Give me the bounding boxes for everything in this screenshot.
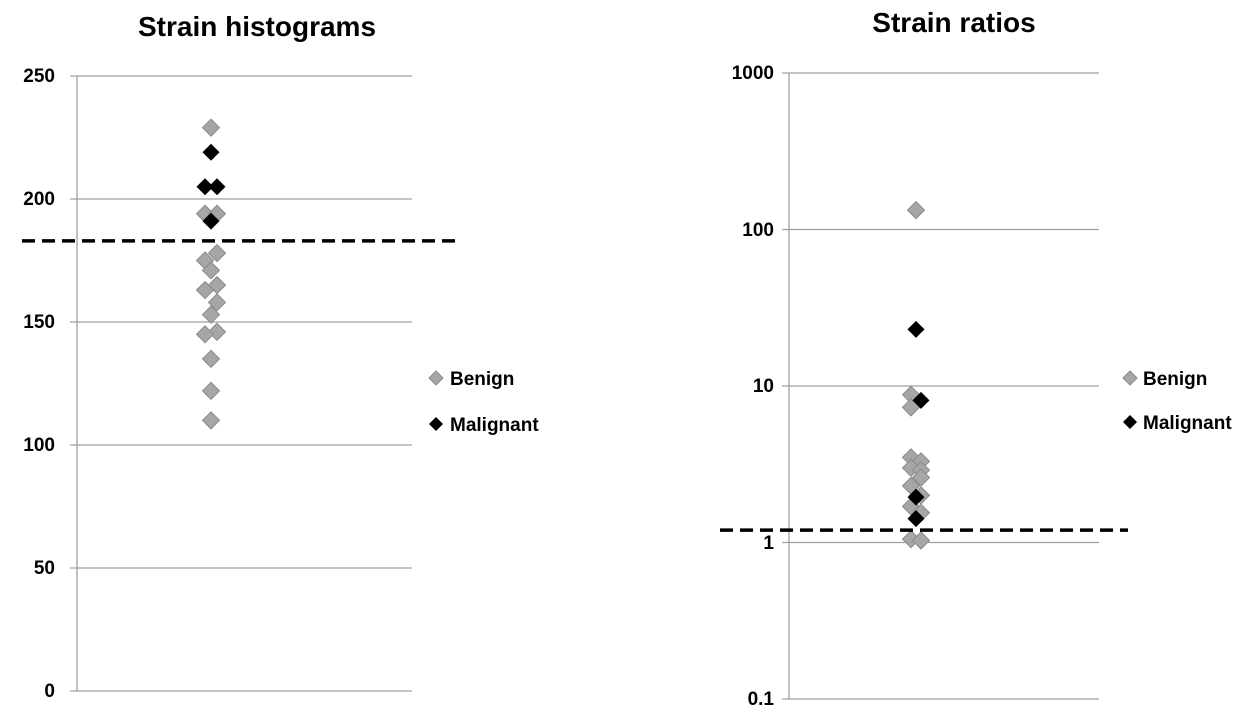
strain-ratios-chart: Strain ratios 1000 100 10 1 0.1 Benign bbox=[720, 7, 1232, 710]
legend-marker-benign bbox=[428, 370, 444, 386]
legend-item-benign: Benign bbox=[428, 369, 514, 390]
y-tick-label: 10 bbox=[753, 376, 774, 397]
y-tick-label: 150 bbox=[23, 312, 55, 333]
data-point-malignant bbox=[196, 178, 214, 196]
y-tick-label: 100 bbox=[23, 435, 55, 456]
legend: Benign Malignant bbox=[428, 369, 539, 436]
data-point-malignant bbox=[907, 488, 925, 506]
legend-label-benign: Benign bbox=[1143, 369, 1207, 390]
data-point-benign bbox=[207, 243, 227, 263]
data-point-benign bbox=[195, 280, 215, 300]
y-tick-labels: 250 200 150 100 50 0 bbox=[23, 66, 55, 702]
strain-histograms-chart: Strain histograms 250 200 150 100 50 0 B… bbox=[22, 11, 539, 702]
data-point-benign bbox=[201, 381, 221, 401]
data-point-benign bbox=[201, 118, 221, 137]
legend: Benign Malignant bbox=[1122, 369, 1232, 434]
data-points bbox=[901, 200, 931, 550]
chart-title: Strain histograms bbox=[138, 11, 376, 42]
y-tick-label: 0.1 bbox=[748, 689, 775, 710]
data-point-malignant bbox=[907, 320, 925, 338]
data-point-malignant bbox=[208, 178, 226, 196]
y-tick-label: 0 bbox=[44, 681, 55, 702]
legend-marker-malignant bbox=[429, 417, 443, 431]
data-point-benign bbox=[901, 458, 921, 478]
y-tick-label: 200 bbox=[23, 189, 55, 210]
chart-title: Strain ratios bbox=[872, 7, 1035, 38]
y-tick-label: 1000 bbox=[732, 63, 774, 84]
data-point-benign bbox=[911, 468, 931, 487]
gridlines bbox=[782, 72, 1099, 700]
legend-item-malignant: Malignant bbox=[1123, 413, 1232, 434]
data-point-benign bbox=[911, 531, 931, 550]
data-point-malignant bbox=[907, 510, 925, 528]
legend-marker-malignant bbox=[1123, 415, 1137, 429]
data-points bbox=[195, 118, 227, 430]
data-point-benign bbox=[207, 293, 227, 312]
legend-item-benign: Benign bbox=[1122, 369, 1207, 390]
legend-label-benign: Benign bbox=[450, 369, 514, 390]
data-point-benign bbox=[207, 322, 227, 342]
data-point-benign bbox=[201, 305, 221, 324]
data-point-benign bbox=[906, 200, 926, 220]
data-point-malignant bbox=[202, 143, 220, 161]
data-point-benign bbox=[201, 261, 221, 280]
gridlines bbox=[70, 75, 412, 692]
data-point-malignant bbox=[912, 391, 930, 409]
y-tick-label: 250 bbox=[23, 66, 55, 87]
legend-marker-benign bbox=[1122, 370, 1138, 386]
y-tick-label: 1 bbox=[763, 533, 774, 554]
y-tick-labels: 1000 100 10 1 0.1 bbox=[732, 63, 775, 710]
y-tick-label: 100 bbox=[742, 220, 774, 241]
data-point-benign bbox=[901, 398, 921, 417]
legend-item-malignant: Malignant bbox=[429, 415, 539, 436]
legend-label-malignant: Malignant bbox=[1143, 413, 1232, 434]
data-point-benign bbox=[195, 325, 215, 344]
data-point-malignant bbox=[202, 212, 220, 230]
y-tick-label: 50 bbox=[34, 558, 55, 579]
legend-label-malignant: Malignant bbox=[450, 415, 539, 436]
data-point-benign bbox=[201, 349, 221, 369]
data-point-benign bbox=[201, 411, 221, 430]
